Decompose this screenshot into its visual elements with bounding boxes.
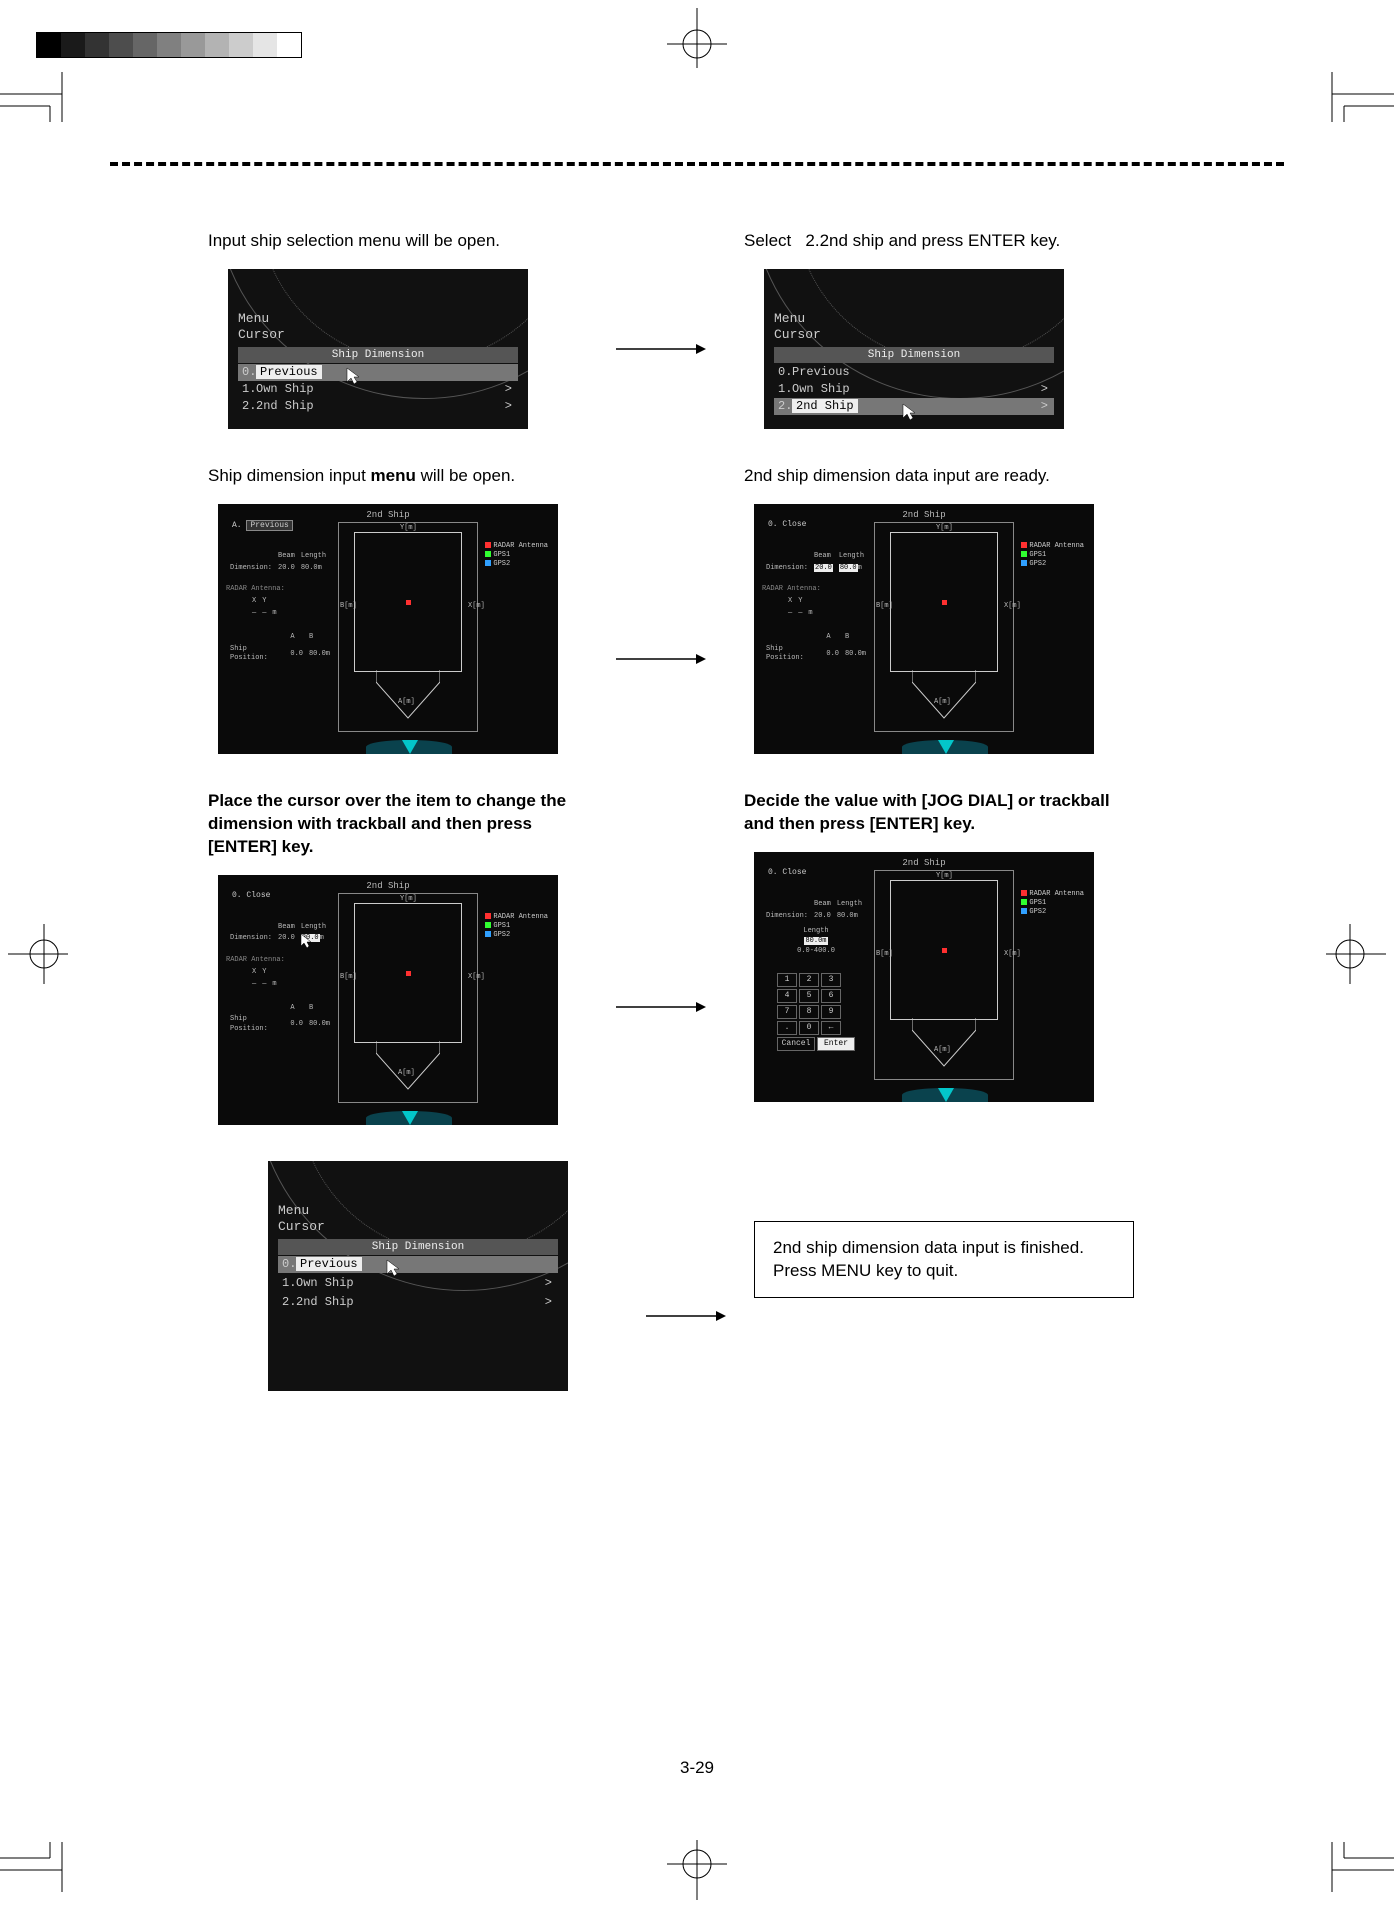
flow-arrow	[636, 1228, 736, 1324]
antenna-legend: RADAR Antenna GPS1 GPS2	[1021, 890, 1084, 917]
grayscale-calibration-bar	[36, 32, 302, 58]
corner-mark-br	[1314, 1842, 1394, 1892]
keypad-enter[interactable]: Enter	[817, 1037, 855, 1051]
screenshot-menu-initial: Menu Cursor Ship Dimension 0.Previous 1.…	[228, 269, 528, 429]
flow-arrow	[596, 899, 726, 1015]
menu-header-menu: Menu	[774, 311, 805, 326]
corner-mark-bl	[0, 1842, 80, 1892]
page-number: 3-29	[0, 1758, 1394, 1778]
dim-title: 2nd Ship	[754, 510, 1094, 520]
dim-left-panel: BeamLength Dimension:20.080.0m Length 80…	[762, 898, 870, 957]
screenshot-menu-select-2nd: Menu Cursor Ship Dimension 0.Previous 1.…	[764, 269, 1064, 429]
caption-r3c2: Decide the value with [JOG DIAL] or trac…	[744, 790, 1114, 836]
screenshot-menu-final: Menu Cursor Ship Dimension 0.Previous 1.…	[268, 1161, 568, 1391]
screenshot-dimension-ready: 2nd Ship 0. Close Y[m] X[m] B[m] A[m] RA…	[754, 504, 1094, 754]
dim-close[interactable]: A. Previous	[232, 520, 293, 531]
menu-header-menu: Menu	[238, 311, 269, 326]
keypad-cancel[interactable]: Cancel	[777, 1037, 815, 1051]
screenshot-dimension-keypad: 2nd Ship 0. Close Y[m] X[m] B[m] A[m] RA…	[754, 852, 1094, 1102]
numeric-keypad[interactable]: 123 456 789 .0← CancelEnter	[776, 972, 856, 1052]
antenna-legend: RADAR Antenna GPS1 GPS2	[485, 913, 548, 940]
crop-mark-left	[8, 924, 68, 984]
dim-left-panel: BeamLength Dimension:20.080.0m RADAR Ant…	[226, 550, 334, 666]
dim-close[interactable]: 0. Close	[232, 891, 270, 900]
menu-item-own-ship[interactable]: 1.Own Ship>	[774, 381, 1054, 398]
cursor-icon	[346, 367, 362, 385]
menu-item-2nd-ship[interactable]: 2.2nd Ship>	[238, 398, 518, 415]
crop-mark-bottom	[667, 1840, 727, 1900]
antenna-legend: RADAR Antenna GPS1 GPS2	[485, 542, 548, 569]
menu-header-cursor: Cursor	[774, 327, 821, 342]
menu-title: Ship Dimension	[238, 347, 518, 363]
dim-left-panel: BeamLength Dimension:20.080.0m RADAR Ant…	[226, 921, 334, 1037]
cursor-icon	[386, 1259, 402, 1277]
dim-left-panel: BeamLength Dimension:20.080.0m RADAR Ant…	[762, 550, 870, 666]
menu-item-2nd-ship[interactable]: 2.2nd Ship>	[278, 1294, 558, 1311]
dim-title: 2nd Ship	[754, 858, 1094, 868]
menu-item-own-ship[interactable]: 1.Own Ship>	[238, 381, 518, 398]
page-content: Input ship selection menu will be open. …	[208, 230, 1188, 1427]
caption-r3c1: Place the cursor over the item to change…	[208, 790, 578, 859]
antenna-legend: RADAR Antenna GPS1 GPS2	[1021, 542, 1084, 569]
menu-header-cursor: Cursor	[278, 1219, 325, 1234]
flow-arrow	[596, 551, 726, 667]
dim-title: 2nd Ship	[218, 881, 558, 891]
menu-item-previous[interactable]: 0.Previous	[278, 1256, 558, 1273]
dim-close[interactable]: 0. Close	[768, 868, 806, 877]
caption-r2c2: 2nd ship dimension data input are ready.	[744, 465, 1114, 488]
caption-r1c1: Input ship selection menu will be open.	[208, 230, 578, 253]
flow-arrow	[596, 301, 726, 357]
menu-item-previous[interactable]: 0.Previous	[774, 364, 1054, 381]
dim-close[interactable]: 0. Close	[768, 520, 806, 529]
screenshot-dimension-cursor: 2nd Ship 0. Close Y[m] X[m] B[m] A[m] RA…	[218, 875, 558, 1125]
menu-title: Ship Dimension	[774, 347, 1054, 363]
dim-title: 2nd Ship	[218, 510, 558, 520]
caption-r1c2: Select 2.2nd ship and press ENTER key.	[744, 230, 1114, 253]
crop-mark-top	[667, 8, 727, 68]
crop-mark-right	[1326, 924, 1386, 984]
menu-item-own-ship[interactable]: 1.Own Ship>	[278, 1275, 558, 1292]
cursor-icon	[300, 933, 314, 949]
menu-header-menu: Menu	[278, 1203, 309, 1218]
corner-mark-tr	[1314, 72, 1394, 122]
corner-mark-tl	[0, 72, 80, 122]
menu-item-previous[interactable]: 0.Previous	[238, 364, 518, 381]
caption-r2c1: Ship dimension input menu will be open.	[208, 465, 578, 488]
screenshot-dimension-open: 2nd Ship A. Previous Y[m] X[m] B[m] A[m]…	[218, 504, 558, 754]
section-divider	[110, 162, 1284, 166]
menu-header-cursor: Cursor	[238, 327, 285, 342]
final-instruction-box: 2nd ship dimension data input is finishe…	[754, 1221, 1134, 1299]
cursor-icon	[902, 403, 918, 421]
menu-title: Ship Dimension	[278, 1239, 558, 1255]
